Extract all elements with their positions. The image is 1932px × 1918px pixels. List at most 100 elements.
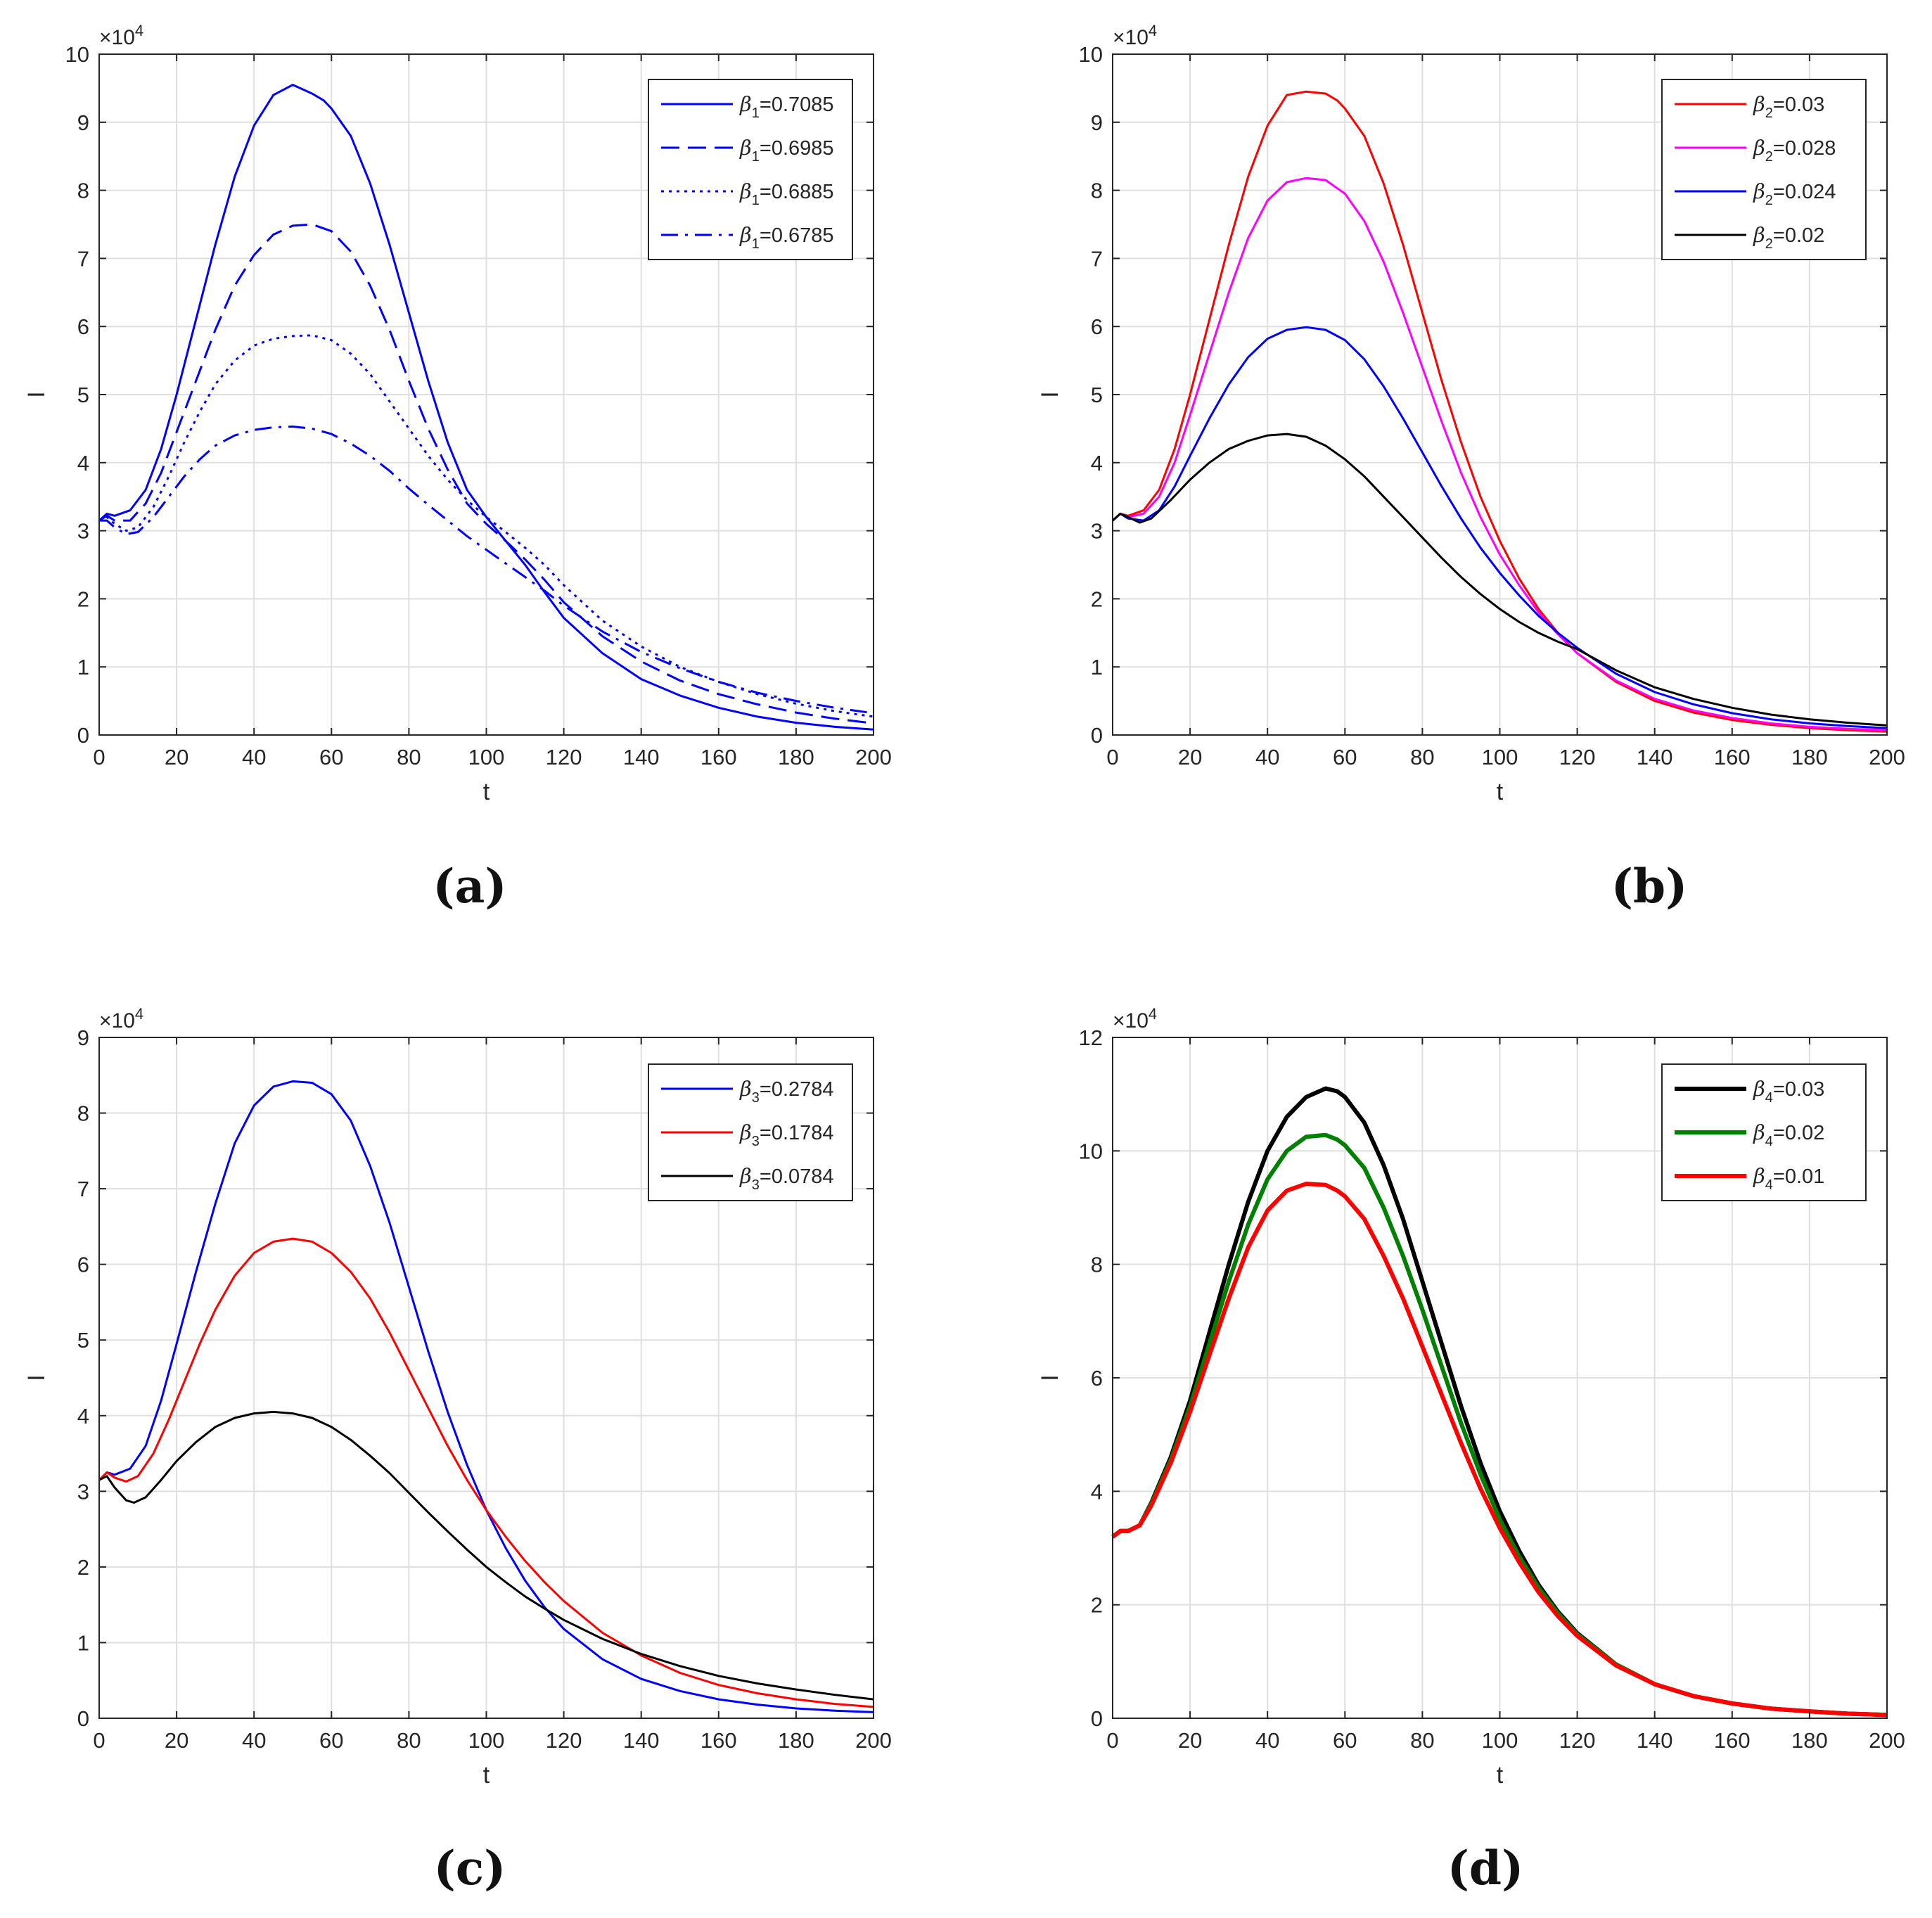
legend-symbol: β [739,1164,752,1188]
y-tick-label: 8 [1091,179,1103,203]
legend-symbol: β [1753,179,1765,203]
x-tick-label: 40 [1255,745,1279,769]
legend-label-2: β2=0.028 [1753,136,1836,165]
y-tick-label: 3 [77,519,89,544]
legend-label-1: β3=0.2784 [739,1077,834,1106]
series-line-3 [98,334,874,718]
x-tick-label: 160 [700,1728,737,1753]
panel-caption: (a) [433,859,506,914]
x-tick-label: 140 [1637,1728,1673,1753]
series-line-2 [98,223,874,724]
x-tick-label: 120 [1559,1728,1596,1753]
series-line-1 [98,1080,874,1713]
series-line-4 [99,426,874,715]
legend-subscript: 4 [1765,1177,1773,1193]
x-tick-label: 0 [1106,1728,1118,1753]
x-tick-label: 60 [1333,1728,1357,1753]
x-axis-label: t [1497,779,1504,805]
y-tick-label: 2 [77,1555,89,1580]
legend-label-1: β2=0.03 [1753,92,1824,121]
y-tick-label: 10 [1079,1139,1103,1163]
legend-subscript: 4 [1765,1134,1773,1149]
x-tick-label: 0 [93,1728,105,1753]
legend-value: =0.01 [1773,1165,1824,1188]
y-tick-label: 6 [77,314,89,339]
x-tick-label: 100 [1482,1728,1518,1753]
legend-box [1661,79,1867,260]
x-tick-label: 160 [1714,1728,1751,1753]
panel-caption: (b) [1611,859,1688,914]
panel-a: 0 20 40 60 80 100 120 140 160 180 200012345678910×… [23,22,892,914]
y-tick-label: 9 [1091,110,1103,135]
legend-subscript: 4 [1765,1090,1773,1106]
y-tick-label: 0 [77,1706,89,1731]
x-tick-label: 20 [165,1728,188,1753]
legend-value: =0.6885 [760,181,834,203]
y-tick-label: 2 [1091,1593,1103,1618]
y-tick-label: 8 [77,179,89,203]
legend-symbol: β [1753,1077,1765,1101]
series-line-1 [98,84,874,731]
series-line-2 [1112,177,1888,731]
x-tick-label: 60 [319,1728,343,1753]
legend-symbol: β [1753,136,1765,160]
x-tick-label: 100 [1482,745,1518,769]
legend-label-2: β4=0.02 [1753,1120,1824,1149]
x-tick-label: 140 [623,1728,660,1753]
x-tick-label: 200 [1869,745,1905,769]
x-tick-label: 40 [1255,1728,1279,1753]
x-tick-label: 100 [468,1728,505,1753]
x-tick-label: 200 [855,1728,892,1753]
legend-symbol: β [1753,1164,1765,1188]
x-tick-label: 120 [546,745,582,769]
y-tick-label: 4 [77,451,89,475]
y-axis-label: I [23,391,50,397]
legend-symbol: β [739,1120,752,1144]
y-tick-label: 10 [65,42,89,67]
x-tick-label: 200 [1869,1728,1905,1753]
legend-symbol: β [1753,223,1765,247]
x-tick-label: 60 [319,745,343,769]
x-tick-label: 20 [1178,745,1202,769]
y-tick-label: 12 [1079,1025,1103,1050]
x-tick-label: 20 [165,745,188,769]
legend-label-4: β2=0.02 [1753,223,1824,252]
y-tick-label: 1 [77,1630,89,1655]
y-tick-label: 2 [77,587,89,611]
y-multiplier-exponent: 4 [1149,1005,1157,1023]
legend-symbol: β [739,223,752,247]
legend-box [648,79,853,260]
y-tick-label: 6 [1091,314,1103,339]
x-tick-label: 180 [1791,1728,1828,1753]
y-tick-label: 4 [1091,451,1103,475]
legend-value: =0.7085 [760,94,834,116]
x-tick-label: 40 [242,1728,266,1753]
legend-symbol: β [739,92,752,116]
y-axis-label: I [1037,1374,1063,1381]
y-tick-label: 7 [77,246,89,271]
y-tick-label: 3 [1091,519,1103,544]
series-line-3 [1112,326,1888,729]
legend-symbol: β [739,179,752,203]
legend-label-3: β1=0.6885 [739,179,834,208]
legend-subscript: 2 [1765,106,1773,121]
legend-value: =0.6985 [760,137,834,160]
legend-subscript: 3 [752,1134,760,1149]
x-tick-label: 180 [778,745,814,769]
x-tick-label: 120 [546,1728,582,1753]
x-axis-label: t [483,1762,490,1789]
y-tick-label: 9 [77,110,89,135]
legend-subscript: 2 [1765,236,1773,252]
y-tick-label: 6 [77,1253,89,1277]
legend-label-2: β3=0.1784 [739,1120,834,1149]
x-tick-label: 180 [778,1728,814,1753]
y-tick-label: 9 [77,1025,89,1050]
legend-value: =0.03 [1773,1078,1824,1101]
y-tick-label: 7 [77,1177,89,1201]
legend-label-2: β1=0.6985 [739,136,834,165]
